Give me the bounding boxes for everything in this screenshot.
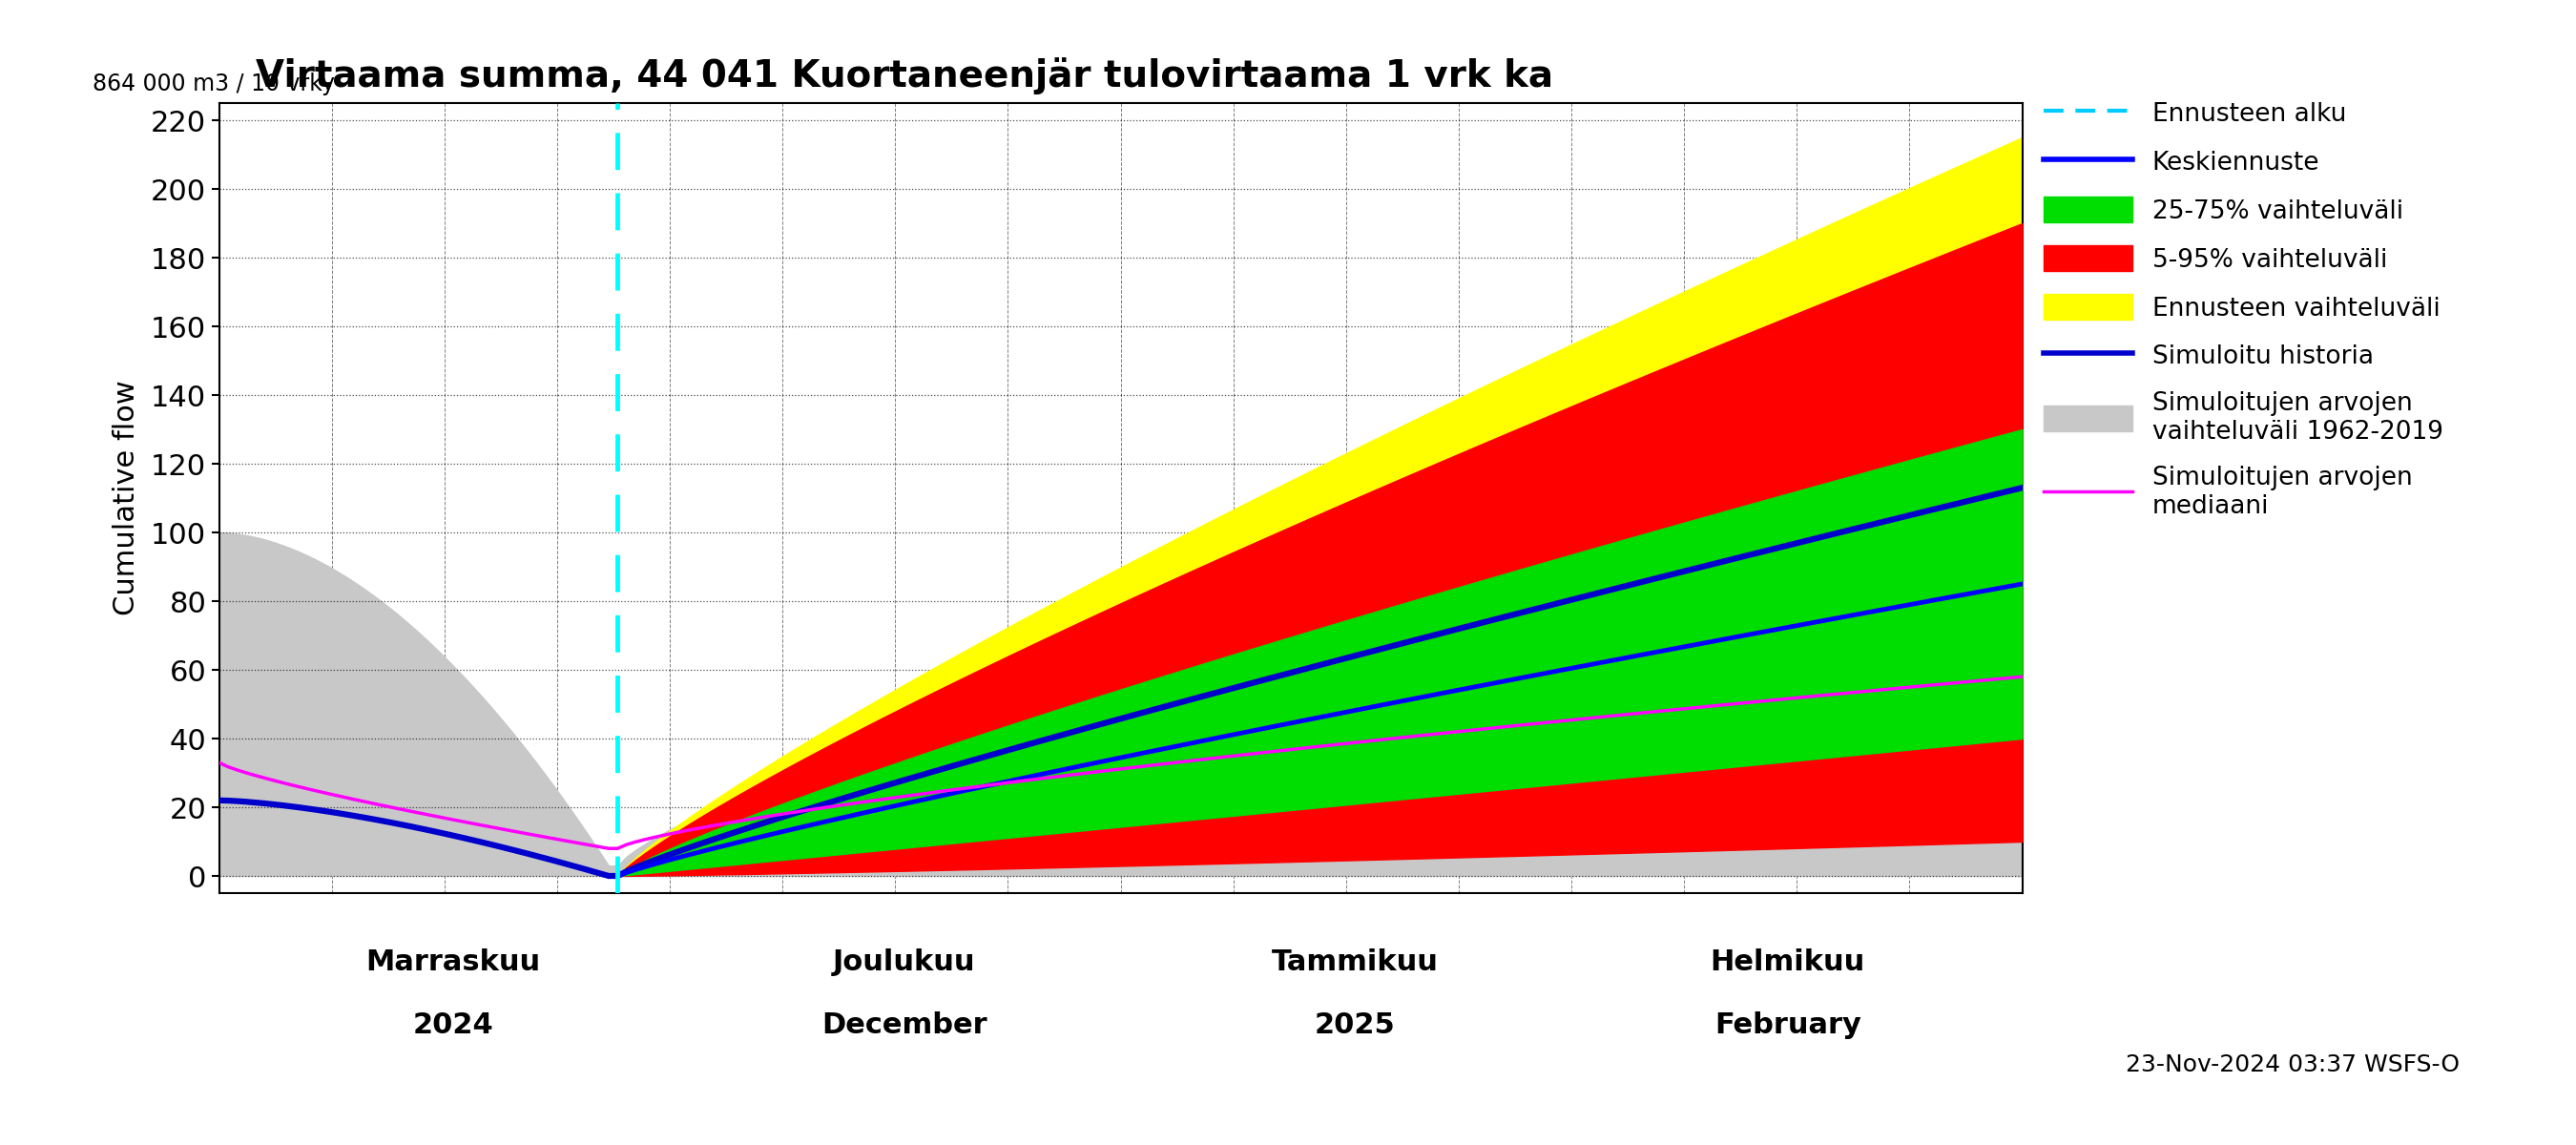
- Text: 2024: 2024: [412, 1012, 495, 1040]
- Title: Virtaama summa, 44 041 Kuortaneenjär tulovirtaama 1 vrk ka: Virtaama summa, 44 041 Kuortaneenjär tul…: [255, 57, 1553, 95]
- Text: Marraskuu: Marraskuu: [366, 948, 541, 976]
- Text: Joulukuu: Joulukuu: [832, 948, 976, 976]
- Y-axis label: Cumulative flow: Cumulative flow: [113, 380, 139, 616]
- Text: 23-Nov-2024 03:37 WSFS-O: 23-Nov-2024 03:37 WSFS-O: [2125, 1053, 2460, 1076]
- Text: Tammikuu: Tammikuu: [1273, 948, 1437, 976]
- Text: Helmikuu: Helmikuu: [1710, 948, 1865, 976]
- Legend: Ennusteen alku, Keskiennuste, 25-75% vaihteluväli, 5-95% vaihteluväli, Ennusteen: Ennusteen alku, Keskiennuste, 25-75% vai…: [2043, 100, 2442, 520]
- Text: 2025: 2025: [1314, 1012, 1396, 1040]
- Text: February: February: [1716, 1012, 1860, 1040]
- Text: December: December: [822, 1012, 987, 1040]
- Text: 864 000 m3 / 10 vrky: 864 000 m3 / 10 vrky: [93, 72, 335, 95]
